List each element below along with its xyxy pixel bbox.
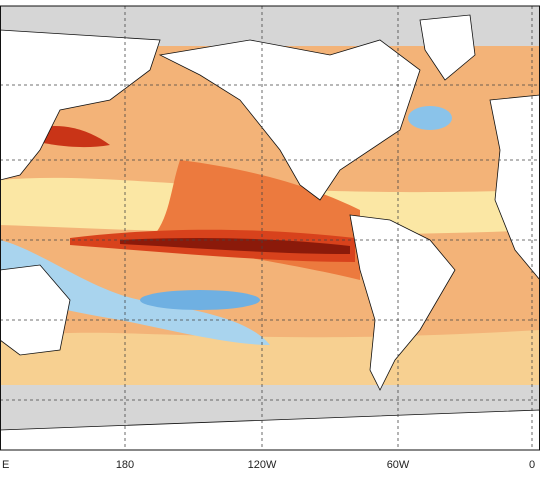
graticule [0, 6, 540, 450]
longitude-labels: E 180 120W 60W 0 [2, 459, 535, 471]
atlantic-cool [408, 106, 452, 130]
longitude-label: 120W [248, 459, 277, 471]
longitude-label: 60W [387, 459, 410, 471]
longitude-label: 0 [529, 459, 535, 471]
south-band [0, 330, 540, 385]
asia [0, 29, 161, 181]
africa-europe [489, 94, 540, 281]
cool-core [140, 290, 260, 310]
greenland [419, 14, 476, 81]
south-america [349, 214, 456, 391]
longitude-label: 180 [116, 459, 134, 471]
antarctica [0, 409, 540, 450]
el-nino-core [120, 238, 350, 254]
longitude-label: E [2, 459, 9, 471]
cool-anomaly [0, 240, 270, 345]
australia [0, 264, 71, 356]
map-body [0, 6, 540, 450]
kuroshio-warm [30, 125, 110, 148]
